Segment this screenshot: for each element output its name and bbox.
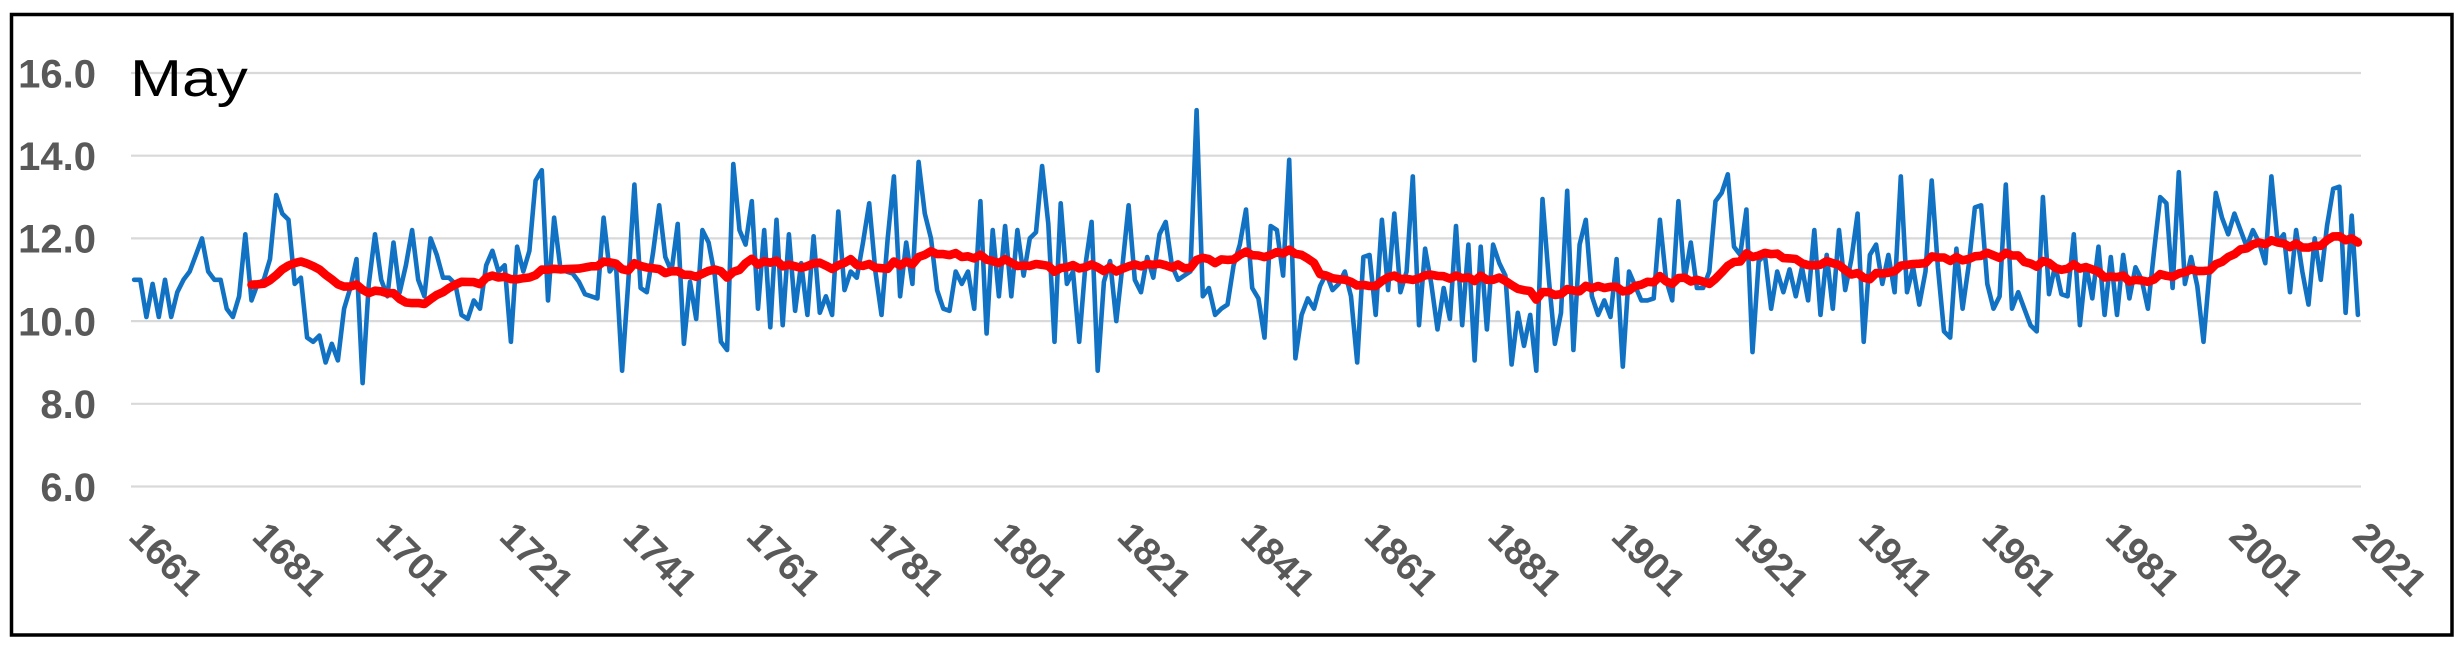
svg-text:12.0: 12.0 bbox=[18, 218, 96, 262]
svg-text:14.0: 14.0 bbox=[18, 135, 96, 179]
svg-text:May: May bbox=[130, 50, 248, 108]
svg-text:16.0: 16.0 bbox=[18, 52, 96, 96]
svg-text:10.0: 10.0 bbox=[18, 300, 96, 344]
svg-text:8.0: 8.0 bbox=[40, 383, 96, 427]
svg-text:6.0: 6.0 bbox=[40, 466, 96, 510]
